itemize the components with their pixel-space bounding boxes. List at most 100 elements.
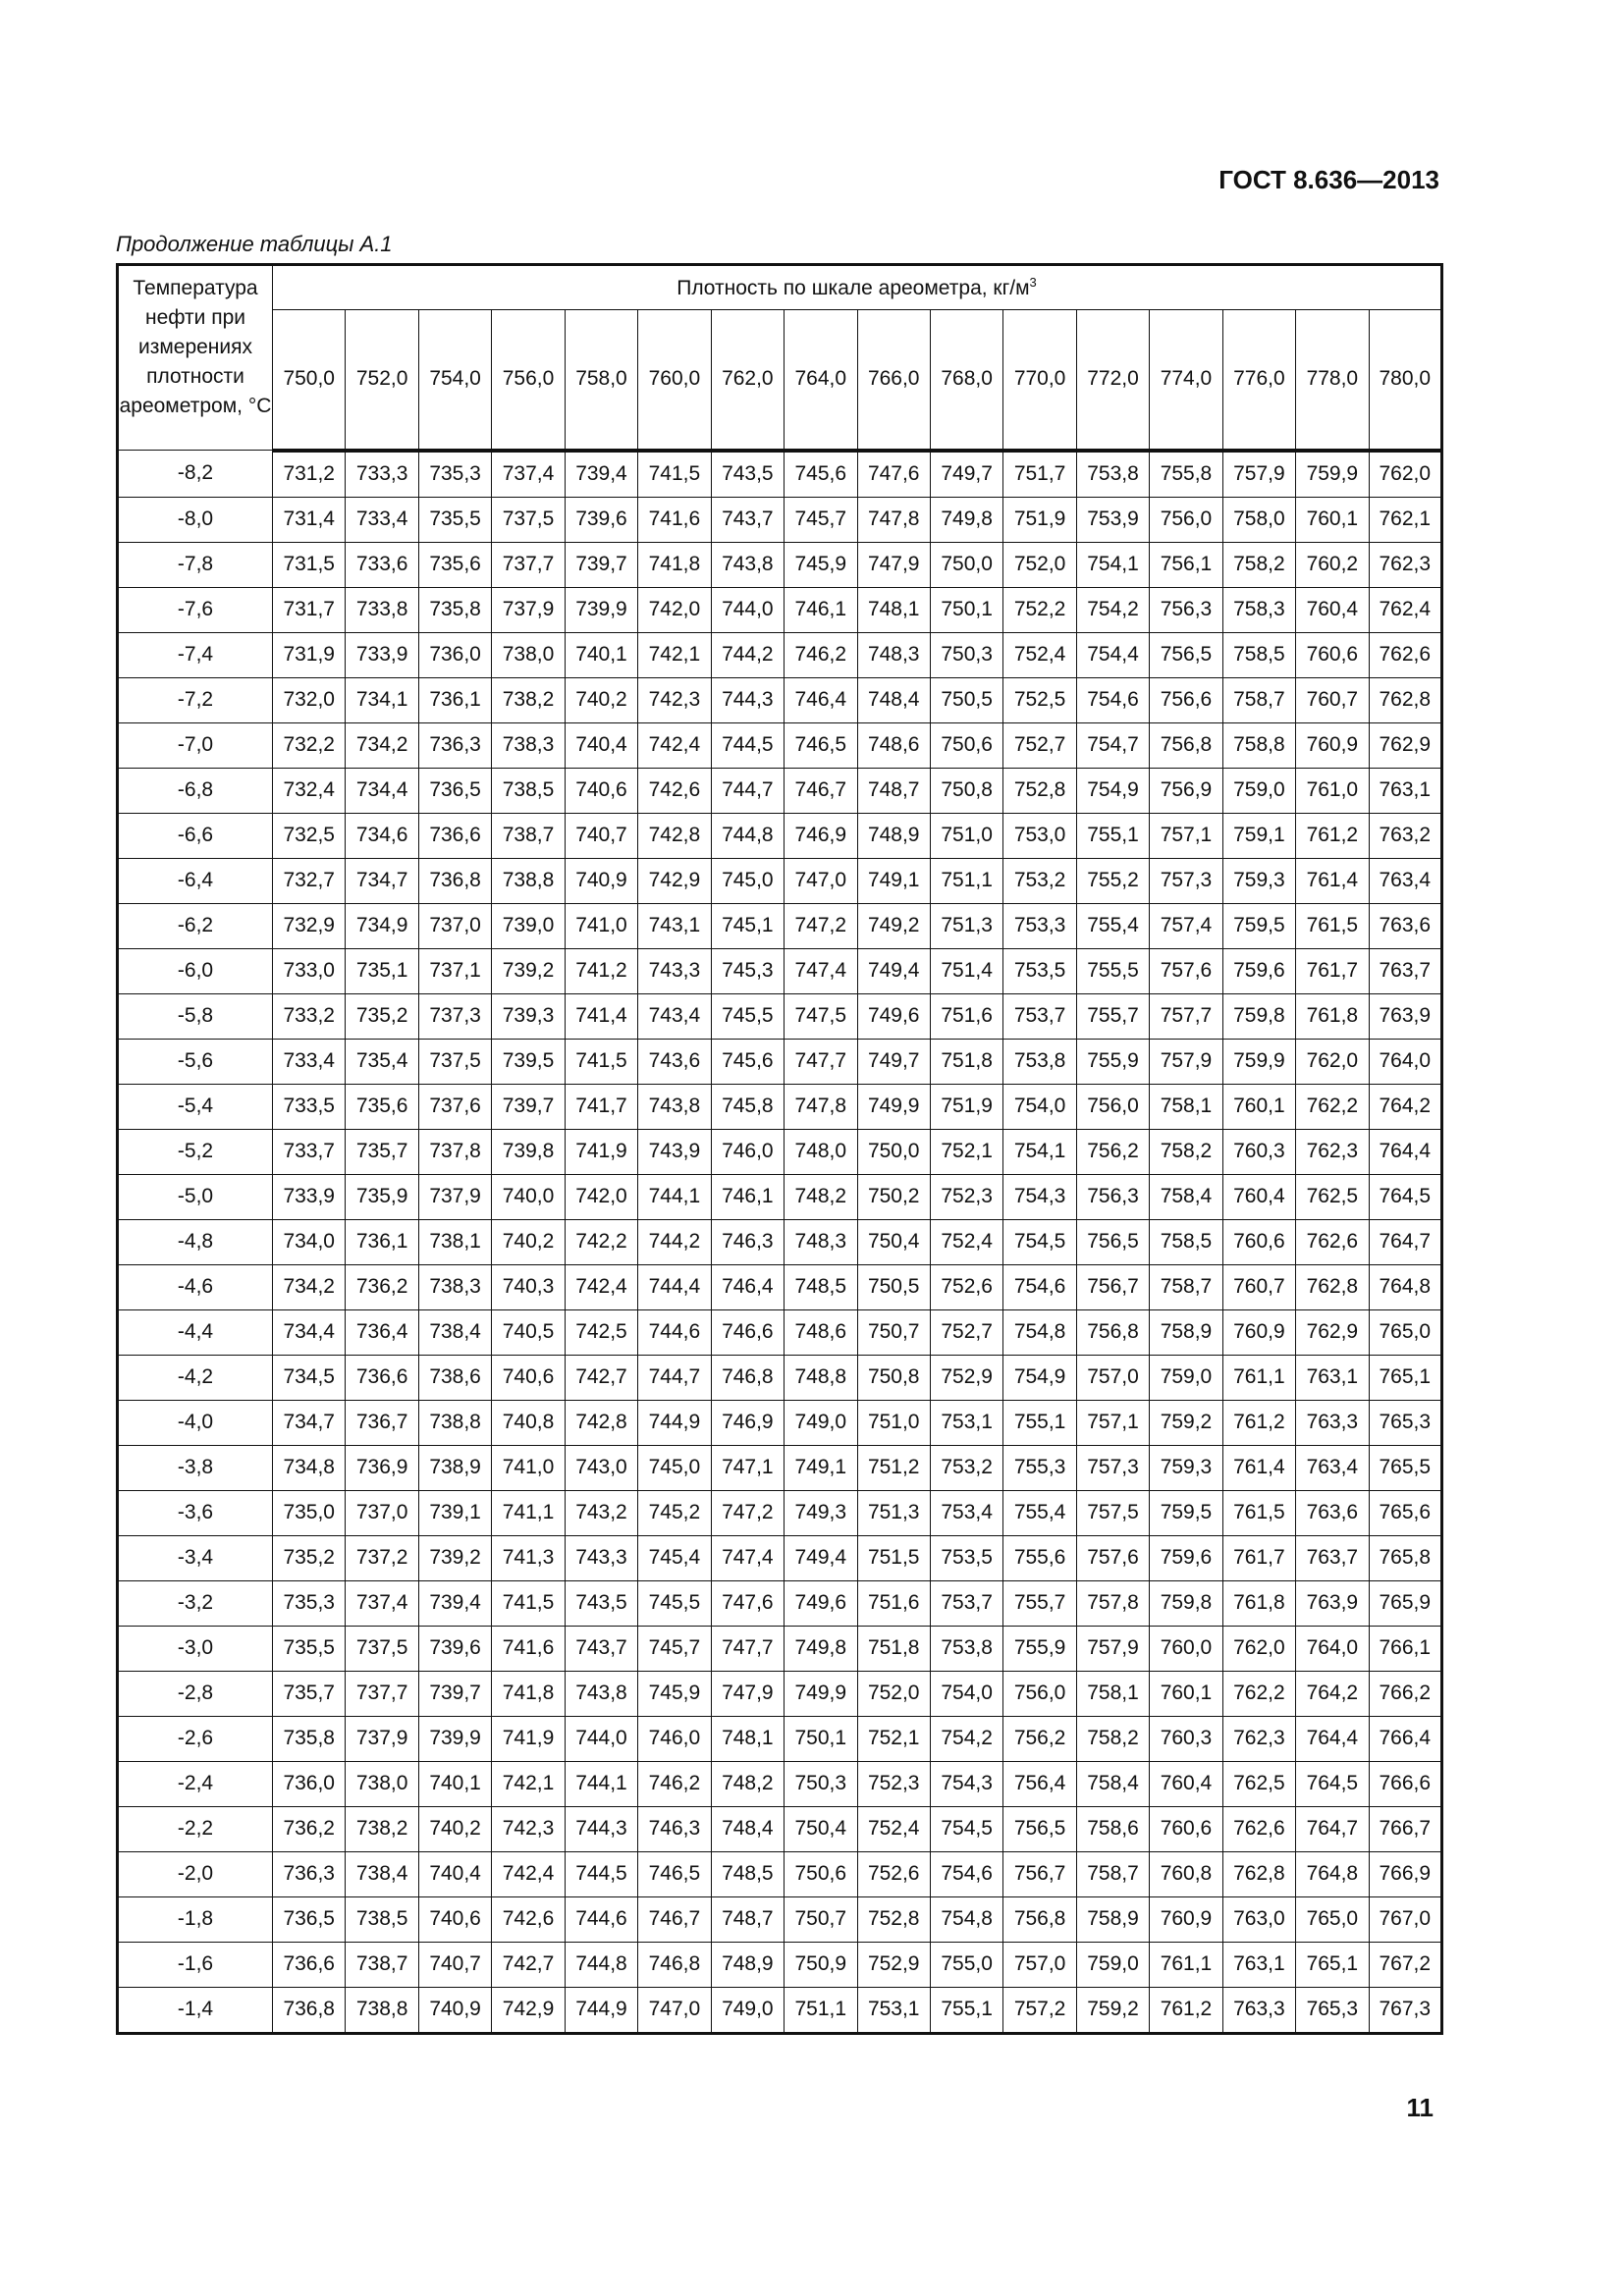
density-cell: 738,8 (345, 1986, 419, 2034)
density-cell: 751,7 (1002, 450, 1077, 498)
density-cell: 745,9 (784, 541, 858, 588)
density-cell: 739,7 (417, 1670, 493, 1717)
density-column-header: 754,0 (417, 309, 493, 453)
temperature-cell: -2,2 (117, 1805, 273, 1852)
density-cell: 741,8 (491, 1670, 566, 1717)
density-cell: 742,9 (491, 1986, 566, 2034)
density-cell: 741,1 (491, 1489, 566, 1536)
density-cell: 758,0 (1221, 496, 1297, 543)
density-cell: 733,2 (271, 992, 347, 1040)
density-cell: 749,7 (856, 1038, 931, 1085)
density-cell: 761,1 (1221, 1354, 1297, 1401)
density-cell: 745,2 (637, 1489, 712, 1536)
density-cell: 749,4 (784, 1534, 858, 1581)
density-cell: 737,5 (345, 1625, 419, 1672)
density-cell: 731,7 (271, 586, 347, 633)
density-cell: 747,1 (710, 1444, 785, 1491)
density-cell: 741,5 (637, 450, 712, 498)
density-cell: 751,3 (856, 1489, 931, 1536)
density-cell: 736,1 (417, 676, 493, 723)
density-cell: 739,6 (564, 496, 639, 543)
density-cell: 740,6 (564, 767, 639, 814)
table-body: -8,2 731,2 733,3 735,3 737,4 739,4 741,5 743,5 7… (117, 450, 1443, 2034)
density-cell: 751,0 (856, 1399, 931, 1446)
density-cell: 755,7 (1002, 1579, 1077, 1627)
density-cell: 754,6 (1002, 1263, 1077, 1310)
density-cell: 744,2 (637, 1218, 712, 1265)
density-cell: 744,8 (710, 812, 785, 859)
density-cell: 735,2 (345, 992, 419, 1040)
density-cell: 762,8 (1368, 676, 1443, 723)
density-cell: 736,7 (345, 1399, 419, 1446)
density-cell: 751,6 (856, 1579, 931, 1627)
density-cell: 761,5 (1295, 902, 1370, 949)
density-cell: 763,7 (1368, 947, 1443, 994)
density-cell: 758,4 (1075, 1760, 1151, 1807)
density-cell: 764,0 (1368, 1038, 1443, 1085)
density-cell: 737,8 (417, 1128, 493, 1175)
density-cell: 740,7 (417, 1941, 493, 1988)
density-column-header: 764,0 (784, 309, 858, 453)
density-cell: 743,3 (637, 947, 712, 994)
density-cell: 759,3 (1221, 857, 1297, 904)
density-cell: 760,3 (1221, 1128, 1297, 1175)
density-cell: 734,2 (271, 1263, 347, 1310)
density-cell: 755,1 (929, 1986, 1004, 2034)
density-cell: 746,3 (710, 1218, 785, 1265)
density-cell: 742,4 (564, 1263, 639, 1310)
density-column-header: 776,0 (1221, 309, 1297, 453)
density-cell: 759,9 (1221, 1038, 1297, 1085)
density-cell: 739,2 (491, 947, 566, 994)
density-cell: 761,0 (1295, 767, 1370, 814)
density-cell: 736,8 (417, 857, 493, 904)
density-cell: 741,9 (564, 1128, 639, 1175)
density-cell: 734,4 (345, 767, 419, 814)
density-cell: 751,1 (784, 1986, 858, 2034)
temperature-cell: -8,0 (117, 496, 273, 543)
density-cell: 750,8 (856, 1354, 931, 1401)
density-cell: 754,2 (1075, 586, 1151, 633)
density-cell: 759,6 (1149, 1534, 1223, 1581)
density-cell: 738,2 (491, 676, 566, 723)
temperature-cell: -1,6 (117, 1941, 273, 1988)
density-cell: 752,6 (856, 1850, 931, 1897)
density-cell: 742,1 (491, 1760, 566, 1807)
density-cell: 757,2 (1002, 1986, 1077, 2034)
density-cell: 746,1 (710, 1173, 785, 1220)
density-cell: 762,3 (1295, 1128, 1370, 1175)
density-cell: 760,7 (1295, 676, 1370, 723)
density-cell: 764,5 (1368, 1173, 1443, 1220)
density-cell: 757,1 (1075, 1399, 1151, 1446)
density-cell: 748,0 (784, 1128, 858, 1175)
density-cell: 754,3 (929, 1760, 1004, 1807)
temperature-cell: -6,0 (117, 947, 273, 994)
density-cell: 755,3 (1002, 1444, 1077, 1491)
density-cell: 742,4 (491, 1850, 566, 1897)
density-cell: 756,3 (1075, 1173, 1151, 1220)
density-cell: 760,0 (1149, 1625, 1223, 1672)
density-cell: 750,0 (929, 541, 1004, 588)
density-cell: 734,9 (345, 902, 419, 949)
density-cell: 754,5 (1002, 1218, 1077, 1265)
density-cell: 764,4 (1295, 1715, 1370, 1762)
density-cell: 756,5 (1075, 1218, 1151, 1265)
density-cell: 741,5 (491, 1579, 566, 1627)
temperature-cell: -7,0 (117, 721, 273, 769)
density-cell: 753,8 (1075, 450, 1151, 498)
density-cell: 754,0 (929, 1670, 1004, 1717)
temperature-cell: -3,8 (117, 1444, 273, 1491)
density-column-header: 756,0 (491, 309, 566, 453)
density-cell: 737,3 (417, 992, 493, 1040)
density-cell: 741,3 (491, 1534, 566, 1581)
temperature-cell: -1,4 (117, 1986, 273, 2034)
density-cell: 750,5 (929, 676, 1004, 723)
density-cell: 739,6 (417, 1625, 493, 1672)
density-cell: 749,0 (710, 1986, 785, 2034)
density-cell: 734,7 (271, 1399, 347, 1446)
density-cell: 739,0 (491, 902, 566, 949)
density-cell: 762,5 (1221, 1760, 1297, 1807)
density-cell: 744,1 (637, 1173, 712, 1220)
density-cell: 740,4 (417, 1850, 493, 1897)
density-column-header: 762,0 (710, 309, 785, 453)
density-cell: 756,4 (1002, 1760, 1077, 1807)
